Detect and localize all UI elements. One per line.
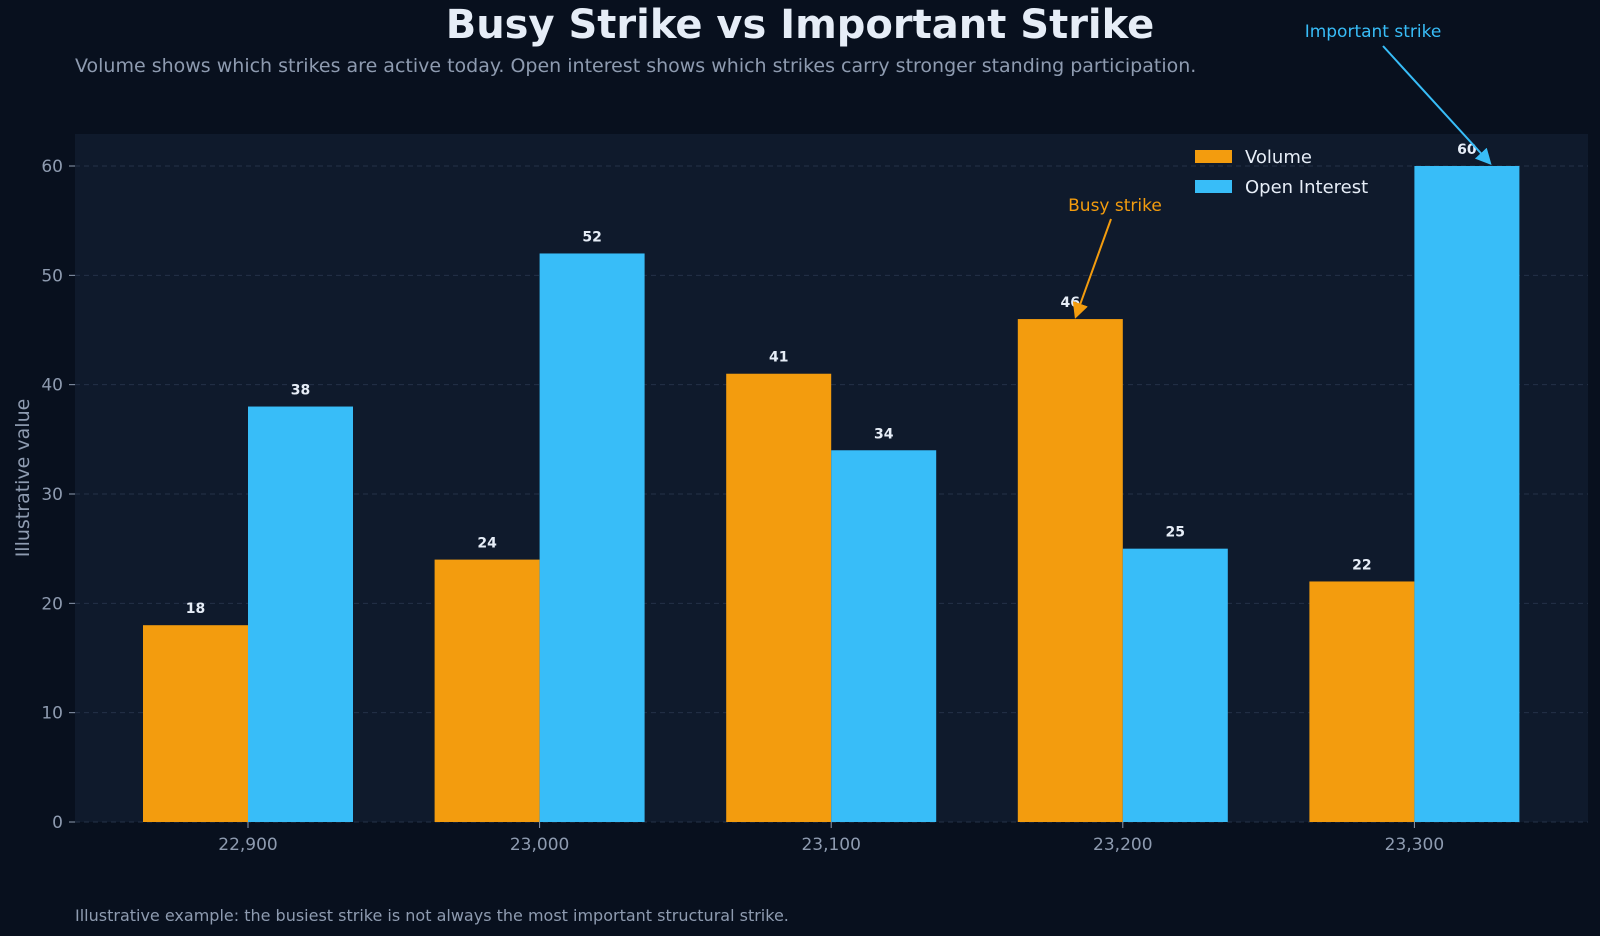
data-label: 18 xyxy=(186,601,205,617)
annotation-arrow xyxy=(1382,45,1492,165)
y-axis-label: Illustrative value xyxy=(12,399,34,558)
bar-volume xyxy=(1309,581,1415,822)
annotation-arrow xyxy=(1072,218,1112,319)
annotation-label: Busy strike xyxy=(1068,196,1162,216)
x-tick-label: 23,200 xyxy=(1093,835,1152,855)
chart-subtitle: Volume shows which strikes are active to… xyxy=(75,55,1196,77)
y-tick-label: 0 xyxy=(52,813,63,833)
data-label: 34 xyxy=(874,426,894,442)
legend-label: Open Interest xyxy=(1245,177,1368,198)
data-label: 41 xyxy=(769,350,788,366)
legend: Volume Open Interest xyxy=(1195,147,1368,198)
legend-label: Volume xyxy=(1245,147,1312,168)
y-tick-label: 60 xyxy=(41,157,63,177)
bar-volume xyxy=(143,625,248,822)
bar-open-interest xyxy=(1122,548,1228,822)
y-tick-label: 40 xyxy=(41,376,63,396)
data-label: 25 xyxy=(1166,525,1185,541)
x-tick-label: 23,100 xyxy=(801,835,860,855)
footnote: Illustrative example: the busiest strike… xyxy=(75,906,789,925)
y-tick-label: 50 xyxy=(41,266,63,286)
bar-open-interest xyxy=(248,406,353,822)
data-label: 52 xyxy=(582,229,601,245)
bar-volume xyxy=(726,373,832,822)
bar-volume xyxy=(434,559,540,822)
annotation-label: Important strike xyxy=(1305,22,1442,42)
bar-open-interest xyxy=(539,253,645,822)
x-tick-label: 23,000 xyxy=(510,835,569,855)
data-label: 38 xyxy=(291,383,310,399)
data-label: 22 xyxy=(1352,557,1371,573)
legend-swatch xyxy=(1195,180,1232,193)
y-tick-label: 30 xyxy=(41,485,63,505)
data-label: 24 xyxy=(477,536,497,552)
x-tick-label: 22,900 xyxy=(218,835,277,855)
data-label: 46 xyxy=(1061,295,1080,311)
bar-open-interest xyxy=(831,450,937,822)
chart-title: Busy Strike vs Important Strike xyxy=(446,2,1155,48)
data-label: 60 xyxy=(1457,142,1477,158)
y-tick-label: 10 xyxy=(41,704,63,724)
x-tick-label: 23,300 xyxy=(1385,835,1444,855)
y-tick-label: 20 xyxy=(41,594,63,614)
legend-swatch xyxy=(1195,150,1232,163)
bar-volume xyxy=(1017,319,1123,822)
bar-open-interest xyxy=(1414,166,1520,822)
